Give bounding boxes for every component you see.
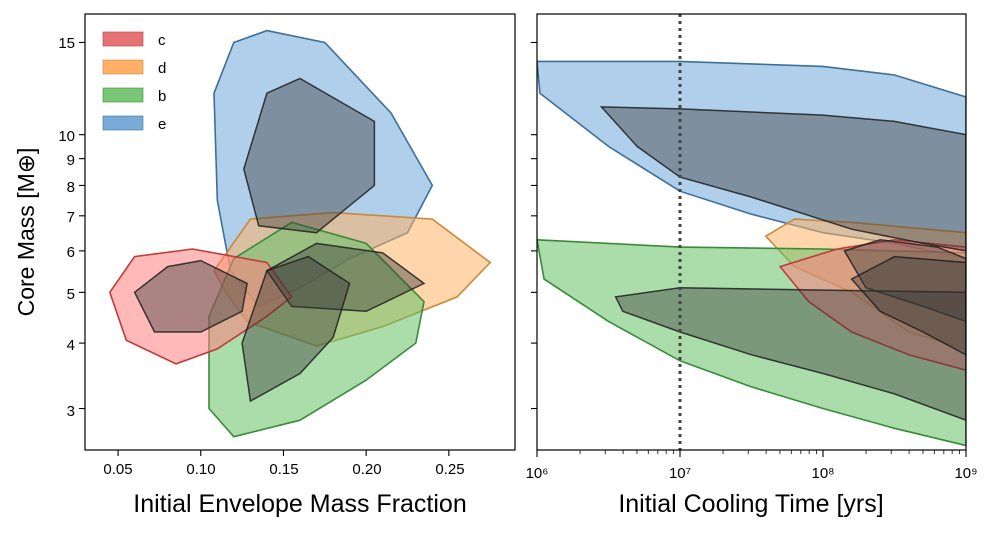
x-tick-label: 10⁸ [811, 465, 834, 482]
left-contour-layer [108, 29, 492, 438]
contour-inner-d [265, 242, 426, 313]
left-x-tick-labels: 0.05 0.10 0.15 0.20 0.25 [103, 461, 464, 478]
right-plot-frame [536, 13, 967, 451]
contour-outer-c [778, 238, 966, 372]
x-tick-label: 0.05 [103, 461, 132, 478]
y-tick-label: 4 [67, 337, 75, 354]
right-contour-layer [537, 60, 966, 447]
right-x-axis-label: Initial Cooling Time [yrs] [618, 490, 883, 518]
y-tick-label: 3 [67, 403, 75, 420]
right-x-tick-labels: 10⁶ 10⁷ 10⁸ 10⁹ [526, 465, 978, 482]
x-tick-label: 0.20 [352, 461, 381, 478]
x-tick-label: 0.10 [186, 461, 215, 478]
axis-ticks [79, 41, 967, 457]
y-tick-label: 6 [67, 244, 75, 261]
legend: c d b e [102, 31, 166, 133]
x-tick-label: 10⁷ [669, 465, 691, 482]
y-tick-label: 15 [58, 35, 75, 52]
legend-label-d: d [158, 60, 166, 77]
y-tick-label: 7 [67, 209, 75, 226]
legend-label-b: b [158, 88, 166, 105]
legend-swatch-d [102, 59, 144, 75]
contour-inner-e [599, 106, 966, 252]
x-tick-label: 0.25 [435, 461, 464, 478]
y-axis-label: Core Mass [M⊕] [13, 148, 39, 317]
contour-inner-b [241, 255, 351, 403]
y-tick-label: 10 [58, 128, 75, 145]
left-x-axis-label: Initial Envelope Mass Fraction [133, 490, 466, 518]
x-tick-label: 0.15 [269, 461, 298, 478]
contour-inner-e [243, 77, 376, 234]
y-tick-label: 5 [67, 286, 75, 303]
legend-label-e: e [158, 116, 166, 133]
x-tick-label: 10⁶ [526, 465, 549, 482]
contour-inner-c [133, 259, 248, 333]
x-tick-label: 10⁹ [954, 465, 977, 482]
legend-swatch-b [102, 87, 144, 103]
legend-label-c: c [158, 32, 166, 49]
y-tick-label: 8 [67, 179, 75, 196]
y-tick-labels: 3 4 5 6 7 8 9 10 15 [58, 35, 75, 420]
contour-outer-c [108, 248, 293, 365]
legend-swatch-e [102, 115, 144, 131]
contour-inner-b [614, 287, 966, 421]
legend-swatch-c [102, 31, 144, 47]
contour-inner-c [850, 255, 966, 356]
left-plot-frame [84, 13, 516, 451]
y-tick-label: 9 [67, 152, 75, 169]
